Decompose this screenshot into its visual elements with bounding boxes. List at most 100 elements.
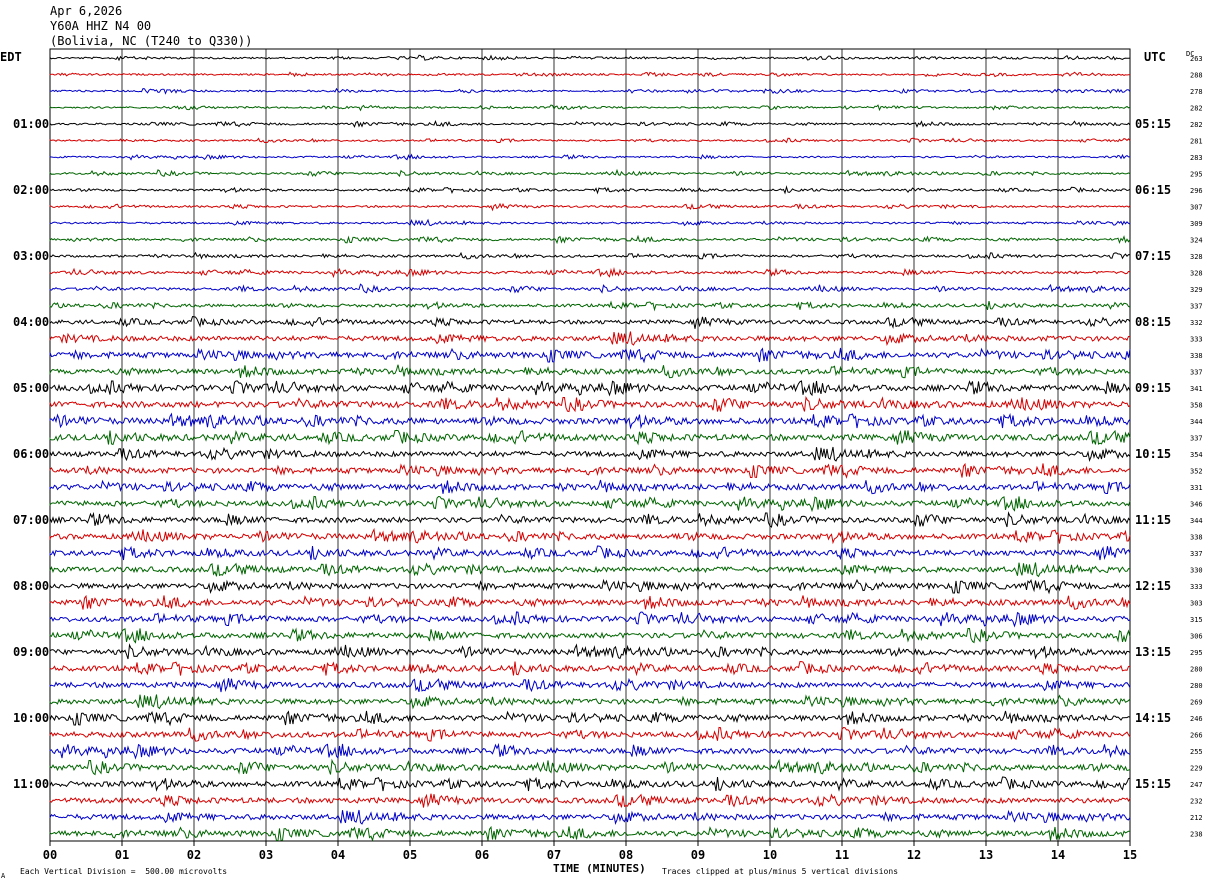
right-hour-label: 08:15 [1135,315,1171,329]
dc-offset-header: DC [1186,50,1195,58]
seismic-trace [49,660,1131,677]
dc-offset-label: 329 [1190,286,1203,294]
seismic-trace [49,825,1131,842]
dc-offset-label: 338 [1190,352,1203,360]
dc-offset-label: 307 [1190,204,1203,212]
scale-note: Each Vertical Division = 500.00 microvol… [20,867,228,876]
x-tick-label: 13 [979,848,993,862]
dc-offset-label: 295 [1190,649,1203,657]
seismic-trace [49,380,1131,397]
dc-offset-label: 255 [1190,748,1203,756]
dc-offset-label: 288 [1190,72,1203,80]
x-tick-label: 03 [259,848,273,862]
seismic-trace [49,594,1131,610]
right-hour-label: 15:15 [1135,777,1171,791]
x-tick-label: 01 [115,848,129,862]
seismic-trace [49,495,1131,513]
x-tick-label: 10 [763,848,777,862]
seismic-trace [49,168,1131,178]
dc-offset-label: 283 [1190,154,1203,162]
seismic-trace [49,545,1131,561]
seismic-trace [49,511,1131,528]
dc-offset-label: 303 [1190,600,1203,608]
seismic-trace [49,395,1131,413]
left-hour-label: 08:00 [13,579,49,593]
right-hour-label: 07:15 [1135,249,1171,263]
dc-offset-label: 337 [1190,369,1203,377]
x-tick-label: 11 [835,848,849,862]
dc-offset-label: 333 [1190,336,1203,344]
dc-offset-label: 263 [1190,55,1203,63]
left-hour-label: 06:00 [13,447,49,461]
seismic-trace [49,202,1131,212]
x-tick-label: 06 [475,848,489,862]
x-tick-label: 12 [907,848,921,862]
x-tick-label: 05 [403,848,417,862]
left-hour-label: 05:00 [13,381,49,395]
dc-offset-label: 295 [1190,171,1203,179]
seismic-trace [49,611,1131,628]
dc-offset-label: 278 [1190,88,1203,96]
dc-offset-label: 352 [1190,468,1203,476]
dc-offset-label: 324 [1190,237,1203,245]
station-location: (Bolivia, NC (T240 to Q330)) [50,34,253,48]
seismic-trace [49,331,1131,346]
seismic-trace [49,267,1131,279]
left-hour-label: 04:00 [13,315,49,329]
dc-offset-label: 328 [1190,270,1203,278]
dc-offset-label: 344 [1190,517,1203,525]
right-hour-label: 13:15 [1135,645,1171,659]
station-code: Y60A HHZ N4 00 [50,19,152,33]
right-hour-label: 06:15 [1135,183,1171,197]
dc-offset-label: 332 [1190,319,1203,327]
seismic-trace [49,793,1131,808]
left-hour-label: 11:00 [13,777,49,791]
seismic-trace [49,54,1131,62]
x-tick-label: 07 [547,848,561,862]
x-tick-label: 04 [331,848,345,862]
dc-offset-label: 280 [1190,682,1203,690]
dc-offset-label: 280 [1190,666,1203,674]
seismic-trace [49,758,1131,776]
seismic-trace [49,578,1131,595]
seismic-trace [49,562,1131,578]
dc-offset-label: 346 [1190,501,1203,509]
dc-offset-label: 212 [1190,814,1203,822]
seismic-trace [49,71,1130,78]
right-hour-label: 14:15 [1135,711,1171,725]
left-hour-label: 09:00 [13,645,49,659]
left-hour-label: 07:00 [13,513,49,527]
right-hour-label: 09:15 [1135,381,1171,395]
seismic-trace [49,364,1131,379]
seismic-trace [49,234,1131,245]
dc-offset-label: 344 [1190,418,1203,426]
x-tick-label: 08 [619,848,633,862]
x-axis-title: TIME (MINUTES) [553,862,646,875]
seismic-trace [49,677,1131,693]
left-hour-label: 02:00 [13,183,49,197]
seismic-trace [49,726,1131,742]
seismic-trace [49,137,1131,144]
seismic-trace [49,251,1131,260]
plot-frame [49,48,1131,842]
dc-offset-label: 354 [1190,451,1203,459]
dc-offset-label: 306 [1190,633,1203,641]
x-tick-label: 02 [187,848,201,862]
dc-offset-label: 247 [1190,781,1203,789]
seismic-trace [49,627,1131,644]
dc-offset-label: 315 [1190,616,1203,624]
x-tick-label: 00 [43,848,57,862]
dc-offset-label: 232 [1190,798,1203,806]
seismic-trace [49,710,1131,727]
left-hour-label: 03:00 [13,249,49,263]
seismic-trace [49,809,1131,826]
dc-offset-label: 330 [1190,567,1203,575]
dc-offset-label: 229 [1190,765,1203,773]
x-tick-label: 14 [1051,848,1065,862]
right-timezone-label: UTC [1144,50,1166,64]
seismic-trace [49,153,1130,161]
dc-offset-label: 281 [1190,138,1203,146]
dc-offset-label: 266 [1190,732,1203,740]
right-hour-label: 11:15 [1135,513,1171,527]
seismic-trace [49,742,1131,760]
